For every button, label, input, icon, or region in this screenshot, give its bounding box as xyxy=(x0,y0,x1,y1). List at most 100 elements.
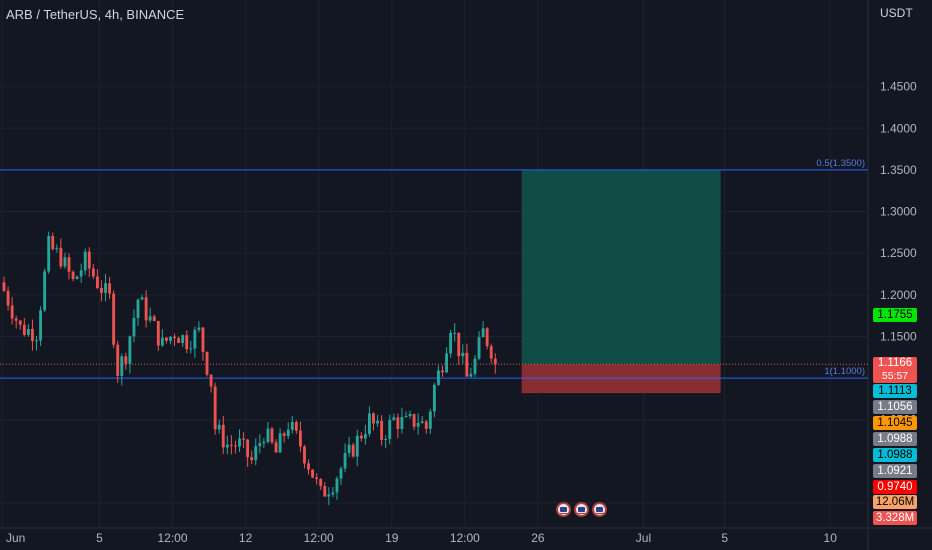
last-price-value: 1.1166 xyxy=(877,357,913,370)
candle-body xyxy=(136,299,140,318)
candle-body xyxy=(246,439,250,458)
time-tick-label: Jun xyxy=(6,531,25,545)
candle-body xyxy=(124,356,128,364)
candle-body xyxy=(424,421,428,429)
candle-body xyxy=(282,433,286,437)
candle-body xyxy=(469,373,473,377)
candle-body xyxy=(2,282,6,291)
candle-body xyxy=(217,424,221,430)
candle-body xyxy=(388,420,392,439)
candle-body xyxy=(75,276,79,280)
time-tick-label: 5 xyxy=(721,531,728,545)
candle-body xyxy=(327,494,331,497)
candle-body xyxy=(465,352,469,377)
candle-body xyxy=(270,428,274,443)
candle-body xyxy=(71,271,75,280)
candle-body xyxy=(437,370,440,385)
us-flag-icon[interactable] xyxy=(592,502,607,517)
candle-body xyxy=(181,335,185,343)
economic-events[interactable] xyxy=(556,502,607,517)
candle-body xyxy=(193,329,197,349)
indicator-price-tag: 1.0921 xyxy=(873,464,917,479)
candle-body xyxy=(14,318,18,321)
candle-body xyxy=(335,478,339,493)
candle-body xyxy=(79,270,83,277)
candle-body xyxy=(63,257,67,267)
price-tick-label: 1.3000 xyxy=(880,205,917,219)
candle-body xyxy=(132,317,136,337)
candle-body xyxy=(156,320,160,346)
candle-body xyxy=(205,351,209,375)
us-flag-icon[interactable] xyxy=(556,502,571,517)
candle-body xyxy=(242,438,245,440)
candle-body xyxy=(177,338,181,343)
candle-body xyxy=(380,420,384,440)
candle-body xyxy=(416,423,420,427)
candle-body xyxy=(221,424,225,448)
candle-body xyxy=(274,442,278,453)
candle-body xyxy=(412,414,416,427)
candle-body xyxy=(148,316,152,321)
indicator-price-tag: 1.1056 xyxy=(873,400,917,415)
profit-zone xyxy=(521,169,721,365)
candles xyxy=(2,231,497,506)
candle-body xyxy=(477,337,481,359)
candle-body xyxy=(351,444,355,457)
candle-body xyxy=(39,310,42,341)
candle-body xyxy=(209,374,213,387)
candle-body xyxy=(258,443,262,447)
candle-body xyxy=(323,486,327,497)
candle-body xyxy=(47,236,51,272)
candle-body xyxy=(229,444,233,446)
candle-body xyxy=(404,416,408,418)
price-tick-label: 1.2500 xyxy=(880,246,917,260)
indicator-price-tag: 1.0988 xyxy=(873,448,917,463)
candle-body xyxy=(298,430,302,447)
candle-body xyxy=(116,344,120,376)
indicator-price-tag: 1.1113 xyxy=(873,384,917,399)
price-tick-label: 1.1500 xyxy=(880,329,917,343)
candle-body xyxy=(449,332,453,354)
candle-body xyxy=(489,346,493,359)
candle-body xyxy=(144,297,148,321)
candle-body xyxy=(225,444,229,448)
candle-body xyxy=(363,434,367,439)
candle-body xyxy=(481,328,485,338)
candle-body xyxy=(457,332,461,357)
price-tick-label: 1.4500 xyxy=(880,80,917,94)
candle-body xyxy=(493,358,497,365)
volume-tag: 12.06M xyxy=(873,495,917,509)
candle-body xyxy=(396,417,400,429)
candle-body xyxy=(368,413,371,435)
candle-body xyxy=(400,417,404,429)
candle-body xyxy=(307,463,310,470)
candle-body xyxy=(108,283,112,294)
candle-body xyxy=(43,271,47,311)
candle-body xyxy=(95,276,99,289)
price-tick-label: 1.3500 xyxy=(880,163,917,177)
candle-body xyxy=(290,422,294,430)
time-tick-label: 12:00 xyxy=(450,531,480,545)
candle-body xyxy=(347,444,351,454)
candle-body xyxy=(120,356,124,376)
time-tick-label: 26 xyxy=(531,531,545,545)
candle-body xyxy=(140,297,144,300)
candle-body xyxy=(286,429,290,437)
candle-body xyxy=(83,251,87,271)
stop-loss-zone xyxy=(521,364,721,394)
candle-body xyxy=(152,316,156,321)
candle-body xyxy=(428,411,432,429)
candle-body xyxy=(160,337,164,346)
us-flag-icon[interactable] xyxy=(574,502,589,517)
time-tick-label: 19 xyxy=(385,531,399,545)
candle-body xyxy=(59,247,63,267)
candle-body xyxy=(91,268,95,277)
candle-body xyxy=(165,337,168,341)
volume-tag: 3.328M xyxy=(873,511,917,525)
time-tick-label: 10 xyxy=(824,531,838,545)
candle-body xyxy=(339,468,343,479)
candle-body xyxy=(262,441,266,444)
candle-body xyxy=(189,348,193,350)
candle-body xyxy=(294,422,298,431)
